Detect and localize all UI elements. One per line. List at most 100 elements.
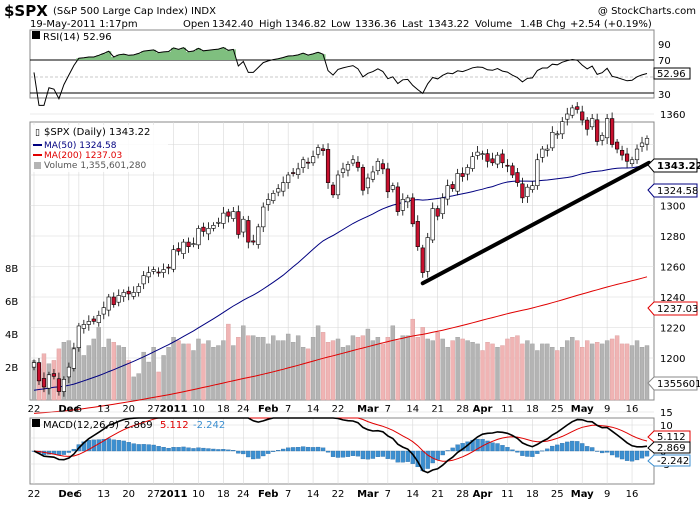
candle-body: [36, 362, 42, 382]
volume-bar: [350, 335, 356, 401]
candle-body: [465, 167, 470, 175]
x-axis-label: Feb: [258, 404, 278, 415]
macd-hist-bar: [390, 450, 395, 460]
volume-bar: [285, 333, 291, 401]
candle-body: [191, 243, 196, 245]
macd-hist-bar: [111, 439, 116, 452]
x-axis-label: 20: [122, 489, 135, 500]
rsi-tick-30: 30: [658, 90, 671, 101]
rsi-panel: RSI(14) 52.96 90 70 52.96 30: [29, 29, 691, 106]
macd-hist-bar: [116, 440, 121, 452]
candle-body: [395, 186, 400, 212]
candle-body: [301, 159, 306, 168]
last-price-tag: [647, 158, 698, 173]
candle-body: [490, 158, 495, 164]
candle-body: [335, 174, 341, 196]
macd-hist-bar: [425, 450, 430, 469]
macd-hist-bar: [266, 450, 271, 454]
volume-bar: [375, 337, 381, 401]
x-axis-label: Apr: [473, 489, 493, 500]
macd-hist-bar: [604, 450, 610, 453]
macd-hist-bar: [560, 443, 565, 452]
volume-value: 1.4B: [520, 19, 543, 30]
candle-body: [555, 133, 560, 136]
candle-body: [639, 142, 645, 147]
macd-hist-bar: [355, 450, 361, 457]
candle-body: [435, 208, 440, 217]
price-tick-label: 1200: [660, 354, 685, 365]
volume-bar: [435, 332, 440, 401]
volume-bar: [639, 347, 645, 401]
macd-hist-bar: [101, 439, 106, 452]
x-axis-label: 7: [385, 404, 391, 415]
candle-body: [61, 379, 67, 392]
candle-body: [81, 324, 86, 329]
volume-bar: [96, 327, 101, 401]
volume-bars: [31, 318, 650, 401]
price-tick-label: 1220: [660, 324, 685, 335]
volume-bar: [141, 351, 146, 401]
macd-hist-bar: [286, 447, 291, 452]
volume-bar: [629, 345, 635, 401]
x-axis-label: 18: [526, 404, 539, 415]
volume-bar: [430, 340, 435, 401]
candle-body: [261, 206, 266, 228]
macd-hist-bar: [335, 450, 341, 458]
volume-bar: [440, 338, 445, 401]
volume-bar: [525, 340, 530, 401]
volume-bar: [335, 338, 341, 401]
candle-body: [86, 321, 91, 325]
candle-body: [525, 186, 530, 197]
price-tick-label: 1280: [660, 232, 685, 243]
candle-body: [420, 247, 425, 273]
candle-body: [176, 248, 181, 252]
macd-hist-bar: [66, 450, 72, 453]
x-axis-label: May: [571, 404, 594, 415]
volume-bar: [236, 337, 241, 401]
index-name: (S&P 500 Large Cap Index): [53, 6, 188, 17]
volume-bar: [86, 345, 92, 401]
legend-ma50: MA(50) 1324.58: [44, 141, 117, 151]
volume-bar: [594, 342, 600, 401]
candle-body: [350, 159, 356, 164]
macd-hist-bar: [191, 448, 196, 452]
candle-body: [345, 164, 351, 171]
ma50-line: [33, 164, 648, 391]
macd-tick-label: 15: [660, 408, 673, 419]
price-axis-ticks: 1360 1300 1280 1260 1240 1220 1200: [660, 110, 685, 365]
x-axis-label: 27: [147, 489, 160, 500]
x-axis-label: 2011: [160, 489, 188, 500]
volume-bar: [614, 335, 620, 401]
candle-body: [236, 211, 241, 235]
candle-body: [430, 208, 435, 241]
symbol-title: $SPX: [4, 2, 48, 20]
volume-bar: [360, 335, 366, 401]
volume-bar: [181, 343, 186, 401]
macd-hist-bar: [505, 447, 510, 452]
macd-hist-bar: [375, 450, 381, 457]
macd-hist-bar: [86, 440, 91, 452]
candle-body: [445, 185, 450, 200]
volume-bar: [330, 340, 336, 401]
macd-hist-bar: [171, 447, 176, 452]
volume-bar: [400, 335, 405, 401]
x-axis-label: 14: [406, 489, 419, 500]
macd-hist-bar: [291, 447, 296, 452]
candle-body: [296, 168, 301, 175]
volume-bar: [545, 343, 550, 401]
volume-bar: [211, 347, 216, 401]
candle-body: [619, 149, 625, 156]
candle-body: [415, 221, 420, 247]
volume-tag-text: 1355601: [657, 379, 700, 390]
volume-bar: [445, 347, 450, 401]
macd-hist-bar: [340, 450, 346, 458]
last-price-tag-text: 1343.22: [657, 161, 700, 172]
volume-bar: [320, 332, 326, 401]
volume-bar: [410, 318, 415, 401]
candle-body: [320, 148, 326, 151]
candle-body: [216, 221, 221, 224]
volume-bar: [570, 337, 575, 401]
x-axis-label: 27: [147, 404, 160, 415]
candle-body: [31, 362, 37, 368]
candle-body: [186, 241, 191, 247]
